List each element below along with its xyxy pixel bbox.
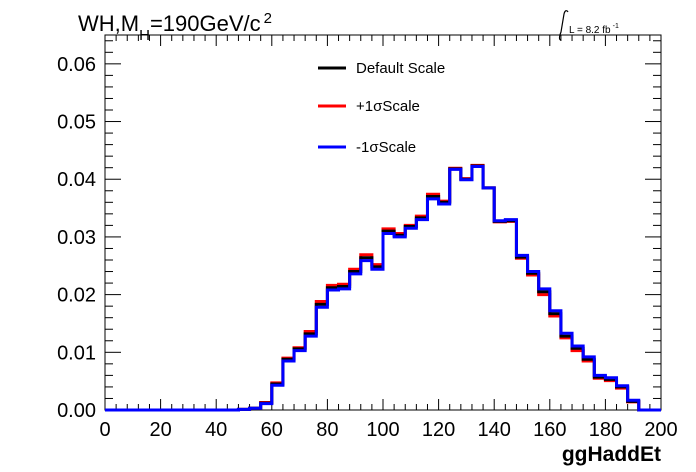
y-tick-label: 0.05 — [57, 112, 96, 134]
legend-label-minus-sigma: -1σScale — [356, 139, 416, 156]
x-tick-label: 140 — [478, 419, 511, 441]
y-tick-label: 0.04 — [57, 169, 96, 191]
x-tick-label: 160 — [533, 419, 566, 441]
x-tick-label: 100 — [366, 419, 399, 441]
x-tick-label: 80 — [316, 419, 338, 441]
x-tick-label: 40 — [205, 419, 227, 441]
series-layer — [105, 163, 661, 412]
y-tick-label: 0.01 — [57, 342, 96, 364]
luminosity-superscript: -1 — [613, 23, 619, 30]
y-tick-label: 0.00 — [57, 400, 96, 422]
title-rest: =190GeV/c — [150, 11, 261, 36]
x-tick-label: 20 — [149, 419, 171, 441]
y-tick-label: 0.03 — [57, 227, 96, 249]
x-tick-label: 200 — [644, 419, 677, 441]
title-superscript: 2 — [264, 10, 272, 27]
x-tick-label: 60 — [261, 419, 283, 441]
x-tick-label: 0 — [99, 419, 110, 441]
legend-label-plus-sigma: +1σScale — [356, 98, 420, 115]
luminosity-label: L = 8.2 fb -1 — [558, 10, 619, 41]
ticks-layer: 0 20 40 60 80 100 120 140 160 180 200 0.00 0.01 0.02 0… — [57, 35, 678, 441]
series-minus-sigma — [105, 165, 661, 412]
legend-label-default: Default Scale — [356, 60, 445, 77]
title-main: WH,M — [78, 11, 139, 36]
y-tick-label: 0.02 — [57, 285, 96, 307]
legend: Default Scale +1σScale -1σScale — [318, 60, 445, 156]
luminosity-text: L = 8.2 fb — [569, 25, 611, 36]
integral-sign — [558, 10, 569, 41]
x-tick-label: 180 — [589, 419, 622, 441]
svg-text:L = 8.2 fb-1: L = 8.2 fb -1 — [569, 23, 619, 36]
x-tick-label: 120 — [422, 419, 455, 441]
x-axis-title: ggHaddEt — [562, 443, 661, 466]
y-tick-label: 0.06 — [57, 54, 96, 76]
